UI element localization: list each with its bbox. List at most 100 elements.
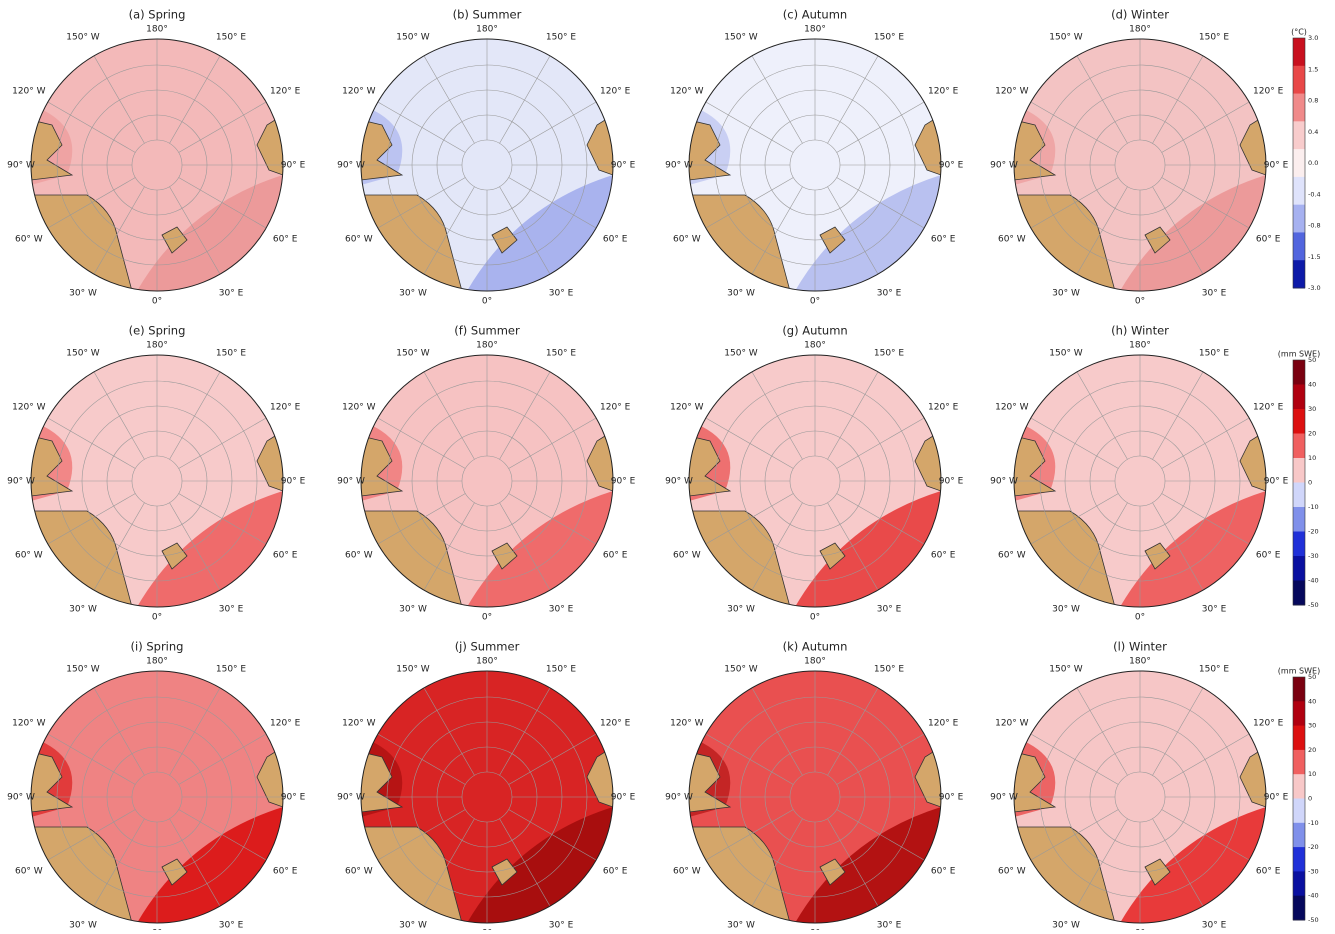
meridian bbox=[499, 687, 551, 776]
longitude-label: 30° E bbox=[877, 921, 902, 930]
longitude-label: 180° bbox=[146, 341, 168, 351]
longitude-label: 180° bbox=[1129, 341, 1151, 351]
meridian bbox=[377, 733, 466, 785]
meridian bbox=[169, 502, 221, 591]
meridian bbox=[47, 101, 136, 153]
meridian bbox=[93, 371, 145, 460]
meridian bbox=[47, 493, 136, 545]
longitude-label: 90° E bbox=[1264, 477, 1289, 487]
meridian bbox=[169, 55, 221, 144]
longitude-label: 180° bbox=[146, 657, 168, 667]
meridian bbox=[1030, 493, 1119, 545]
colorbar-tick-label: -20 bbox=[1308, 528, 1319, 536]
longitude-label: 60° E bbox=[273, 235, 298, 245]
map-border bbox=[30, 354, 284, 608]
longitude-label: 150° W bbox=[724, 664, 758, 674]
longitude-label: 150° W bbox=[1049, 664, 1083, 674]
colorbar-tick-label: -3.0 bbox=[1308, 284, 1321, 292]
longitude-label: 30° W bbox=[727, 921, 755, 930]
meridian bbox=[499, 502, 551, 591]
map-panel: (e) Spring 0° 30° E 60° E 90° E 120° E 150° E 1… bbox=[7, 324, 305, 623]
longitude-label: 150° W bbox=[396, 32, 430, 42]
map-body bbox=[31, 671, 283, 923]
colorbar-band bbox=[1293, 871, 1305, 897]
map-body bbox=[31, 39, 283, 291]
longitude-label: 180° bbox=[476, 341, 498, 351]
meridian bbox=[47, 417, 136, 469]
longitude-label: 90° E bbox=[281, 161, 306, 171]
colorbar-band bbox=[1293, 232, 1305, 261]
meridian bbox=[836, 809, 925, 861]
colorbar-band bbox=[1293, 822, 1305, 848]
colorbar-tick-label: -40 bbox=[1308, 892, 1319, 900]
longitude-label: 90° E bbox=[939, 477, 964, 487]
land bbox=[491, 226, 518, 254]
longitude-label: 150° W bbox=[66, 664, 100, 674]
map-border bbox=[1013, 670, 1267, 924]
meridian bbox=[169, 186, 221, 275]
longitude-label: 90° E bbox=[281, 793, 306, 803]
longitude-label: 30° W bbox=[399, 921, 427, 930]
longitude-label: 120° E bbox=[270, 87, 301, 97]
meridian bbox=[836, 101, 925, 153]
meridian bbox=[1161, 493, 1250, 545]
meridian bbox=[1152, 502, 1204, 591]
longitude-label: 60° E bbox=[1256, 867, 1281, 877]
meridian bbox=[1152, 371, 1204, 460]
meridian bbox=[836, 417, 925, 469]
colorbar-tick-label: -50 bbox=[1308, 601, 1319, 609]
land bbox=[914, 430, 941, 492]
longitude-label: 60° W bbox=[998, 551, 1026, 561]
longitude-label: 60° W bbox=[673, 551, 701, 561]
land bbox=[161, 226, 188, 254]
colorbar-band bbox=[1293, 774, 1305, 799]
colorbar-band bbox=[1293, 121, 1305, 150]
longitude-label: 120° E bbox=[928, 403, 959, 413]
map-border bbox=[1013, 354, 1267, 608]
longitude-label: 30° W bbox=[1052, 605, 1080, 615]
map-border bbox=[1013, 38, 1267, 292]
colorbar-tick-label: 0 bbox=[1308, 795, 1312, 803]
land bbox=[1144, 542, 1171, 570]
longitude-label: 150° E bbox=[874, 32, 905, 42]
longitude-label: 120° W bbox=[670, 87, 704, 97]
meridian bbox=[499, 55, 551, 144]
land bbox=[491, 542, 518, 570]
panel-title: (b) Summer bbox=[453, 8, 522, 22]
meridian bbox=[499, 818, 551, 907]
map-panel: (d) Winter 0° 30° E 60° E 90° E 120° E 150° E 1… bbox=[990, 8, 1288, 307]
meridian bbox=[827, 186, 879, 275]
meridian bbox=[377, 493, 466, 545]
meridian bbox=[751, 502, 803, 591]
meridian bbox=[423, 186, 475, 275]
map-body bbox=[689, 671, 941, 923]
meridian bbox=[1076, 371, 1128, 460]
panel-title: (a) Spring bbox=[129, 8, 186, 22]
longitude-label: 60° E bbox=[273, 867, 298, 877]
colorbar-tick-label: -10 bbox=[1308, 503, 1319, 511]
map-border bbox=[688, 38, 942, 292]
longitude-label: 60° W bbox=[998, 235, 1026, 245]
map-border bbox=[30, 38, 284, 292]
longitude-label: 90° W bbox=[7, 477, 35, 487]
longitude-label: 30° W bbox=[69, 921, 97, 930]
longitude-label: 90° E bbox=[1264, 161, 1289, 171]
longitude-label: 90° E bbox=[611, 793, 636, 803]
colorbar-tick-label: -50 bbox=[1308, 916, 1319, 924]
colorbar-band bbox=[1293, 93, 1305, 122]
colorbar-tick-label: 1.5 bbox=[1308, 65, 1318, 73]
meridian bbox=[377, 177, 466, 229]
longitude-label: 90° W bbox=[665, 477, 693, 487]
longitude-label: 90° E bbox=[1264, 793, 1289, 803]
map-body bbox=[1014, 355, 1266, 607]
meridian bbox=[508, 417, 597, 469]
longitude-label: 120° W bbox=[12, 719, 46, 729]
colorbar-border bbox=[1292, 676, 1306, 921]
longitude-label: 120° E bbox=[1253, 87, 1284, 97]
colorbar: (mm SWE)50 40 30 20 10 0 -10 -20 -30 -40 -50 bbox=[1278, 667, 1320, 925]
longitude-label: 90° E bbox=[939, 161, 964, 171]
meridian bbox=[423, 687, 475, 776]
meridian bbox=[47, 177, 136, 229]
longitude-label: 150° E bbox=[546, 664, 577, 674]
meridian bbox=[377, 809, 466, 861]
